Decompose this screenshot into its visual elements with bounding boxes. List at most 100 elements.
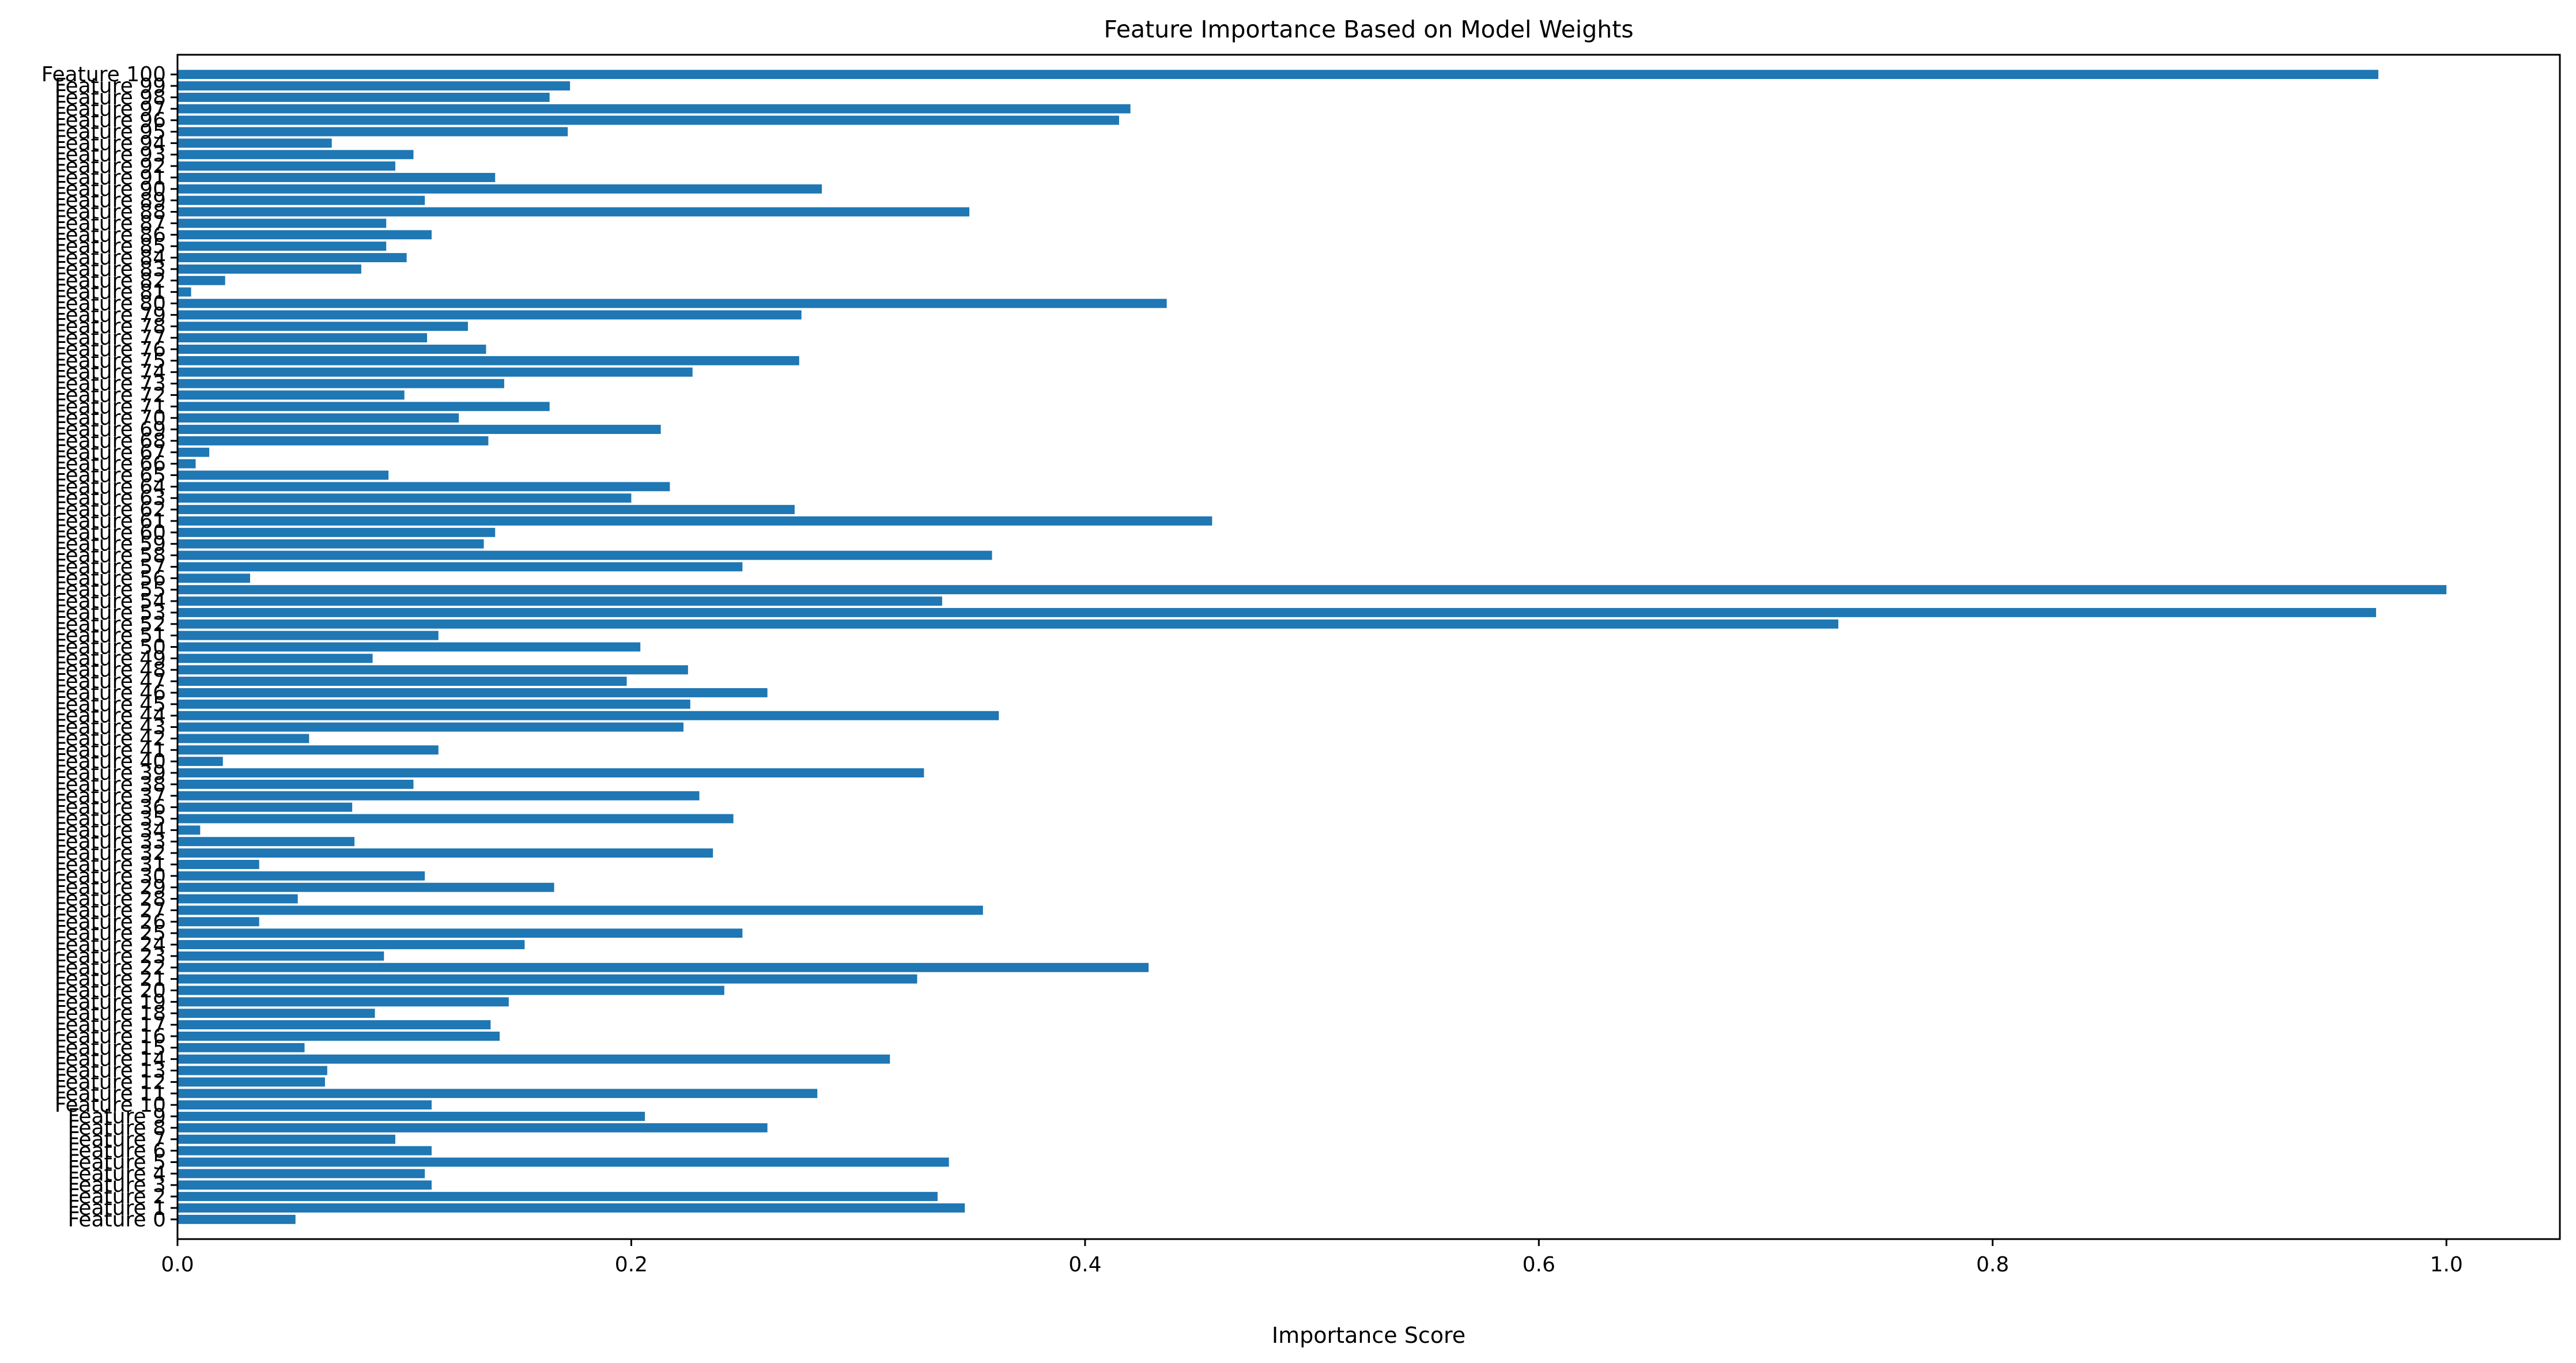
y-tick-label: Feature 37	[55, 784, 166, 808]
bar-feature-45	[177, 699, 690, 709]
y-tick-label: Feature 68	[55, 429, 166, 453]
y-tick-label: Feature 61	[55, 509, 166, 533]
bar-feature-42	[177, 734, 309, 743]
bar-feature-69	[177, 425, 661, 434]
bar-feature-87	[177, 218, 387, 228]
y-tick-label: Feature 62	[55, 498, 166, 522]
y-tick-label: Feature 27	[55, 898, 166, 922]
y-tick-label: Feature 16	[55, 1025, 166, 1048]
y-tick-label: Feature 63	[55, 486, 166, 510]
y-tick-label: Feature 23	[55, 945, 166, 968]
y-tick-label: Feature 43	[55, 716, 166, 739]
y-tick-label: Feature 50	[55, 636, 166, 659]
bar-feature-34	[177, 825, 201, 835]
bar-feature-1	[177, 1203, 965, 1213]
y-tick-label: Feature 47	[55, 670, 166, 693]
y-tick-label: Feature 69	[55, 418, 166, 441]
y-tick-label: Feature 32	[55, 841, 166, 865]
bar-feature-67	[177, 447, 210, 457]
y-tick-label: Feature 5	[68, 1150, 166, 1174]
bar-feature-41	[177, 745, 439, 755]
y-tick-label: Feature 55	[55, 578, 166, 602]
bar-feature-17	[177, 1020, 491, 1030]
y-tick-label: Feature 79	[55, 303, 166, 327]
x-axis-label: Importance Score	[1272, 1323, 1465, 1348]
bar-feature-6	[177, 1146, 432, 1156]
bar-feature-38	[177, 779, 414, 789]
bar-feature-8	[177, 1123, 768, 1132]
y-tick-label: Feature 60	[55, 521, 166, 545]
bar-feature-27	[177, 905, 983, 915]
bar-feature-21	[177, 974, 917, 984]
bar-feature-71	[177, 402, 550, 411]
y-tick-label: Feature 20	[55, 979, 166, 1002]
bar-feature-70	[177, 413, 459, 423]
bar-feature-28	[177, 894, 298, 904]
bar-feature-26	[177, 917, 259, 927]
y-tick-label: Feature 35	[55, 807, 166, 830]
y-tick-label: Feature 36	[55, 796, 166, 820]
y-tick-label: Feature 56	[55, 567, 166, 590]
bar-feature-10	[177, 1100, 432, 1110]
bar-feature-81	[177, 287, 191, 297]
y-tick-label: Feature 88	[55, 201, 166, 224]
y-tick-label: Feature 81	[55, 281, 166, 304]
bar-feature-12	[177, 1077, 325, 1087]
y-tick-label: Feature 29	[55, 876, 166, 900]
x-tick-label: 0.0	[161, 1253, 194, 1277]
y-tick-label: Feature 19	[55, 990, 166, 1014]
bar-feature-16	[177, 1032, 500, 1041]
y-tick-label: Feature 98	[55, 86, 166, 110]
bar-feature-84	[177, 253, 407, 262]
bar-feature-63	[177, 493, 632, 503]
y-tick-label: Feature 17	[55, 1013, 166, 1037]
y-tick-label: Feature 100	[41, 63, 166, 86]
y-tick-label: Feature 11	[55, 1082, 166, 1105]
y-tick-label: Feature 18	[55, 1002, 166, 1025]
bar-feature-56	[177, 573, 250, 583]
y-tick-label: Feature 0	[68, 1208, 166, 1232]
bar-feature-66	[177, 459, 196, 469]
bar-feature-23	[177, 951, 384, 961]
bar-feature-11	[177, 1089, 818, 1098]
bar-feature-98	[177, 92, 550, 102]
y-tick-label: Feature 70	[55, 406, 166, 430]
bar-feature-99	[177, 81, 571, 90]
bar-feature-50	[177, 642, 641, 652]
y-tick-label: Feature 78	[55, 315, 166, 338]
y-tick-label: Feature 89	[55, 189, 166, 213]
bar-feature-32	[177, 848, 713, 858]
y-tick-label: Feature 84	[55, 246, 166, 270]
y-tick-label: Feature 51	[55, 624, 166, 648]
y-tick-label: Feature 33	[55, 830, 166, 854]
bar-feature-82	[177, 275, 225, 285]
bar-feature-30	[177, 871, 425, 881]
bar-feature-9	[177, 1112, 645, 1121]
bar-feature-31	[177, 860, 259, 869]
y-tick-label: Feature 31	[55, 853, 166, 877]
bar-feature-74	[177, 367, 693, 377]
bar-feature-49	[177, 654, 373, 663]
y-tick-label: Feature 42	[55, 727, 166, 750]
y-tick-label: Feature 22	[55, 956, 166, 980]
y-tick-label: Feature 87	[55, 212, 166, 235]
y-tick-label: Feature 54	[55, 590, 166, 613]
bar-feature-37	[177, 791, 700, 801]
y-tick-label: Feature 83	[55, 258, 166, 281]
bar-feature-0	[177, 1214, 296, 1224]
y-tick-label: Feature 95	[55, 120, 166, 144]
y-tick-label: Feature 3	[68, 1173, 166, 1197]
y-tick-label: Feature 45	[55, 693, 166, 716]
bar-feature-76	[177, 345, 486, 354]
x-tick-label: 0.6	[1523, 1253, 1555, 1277]
y-tick-label: Feature 13	[55, 1059, 166, 1083]
y-tick-label: Feature 58	[55, 544, 166, 568]
y-tick-label: Feature 72	[55, 383, 166, 407]
bar-feature-14	[177, 1054, 890, 1064]
y-tick-label: Feature 90	[55, 178, 166, 201]
y-tick-label: Feature 71	[55, 395, 166, 418]
y-tick-label: Feature 7	[68, 1128, 166, 1151]
bar-feature-54	[177, 596, 942, 606]
y-tick-label: Feature 15	[55, 1036, 166, 1060]
